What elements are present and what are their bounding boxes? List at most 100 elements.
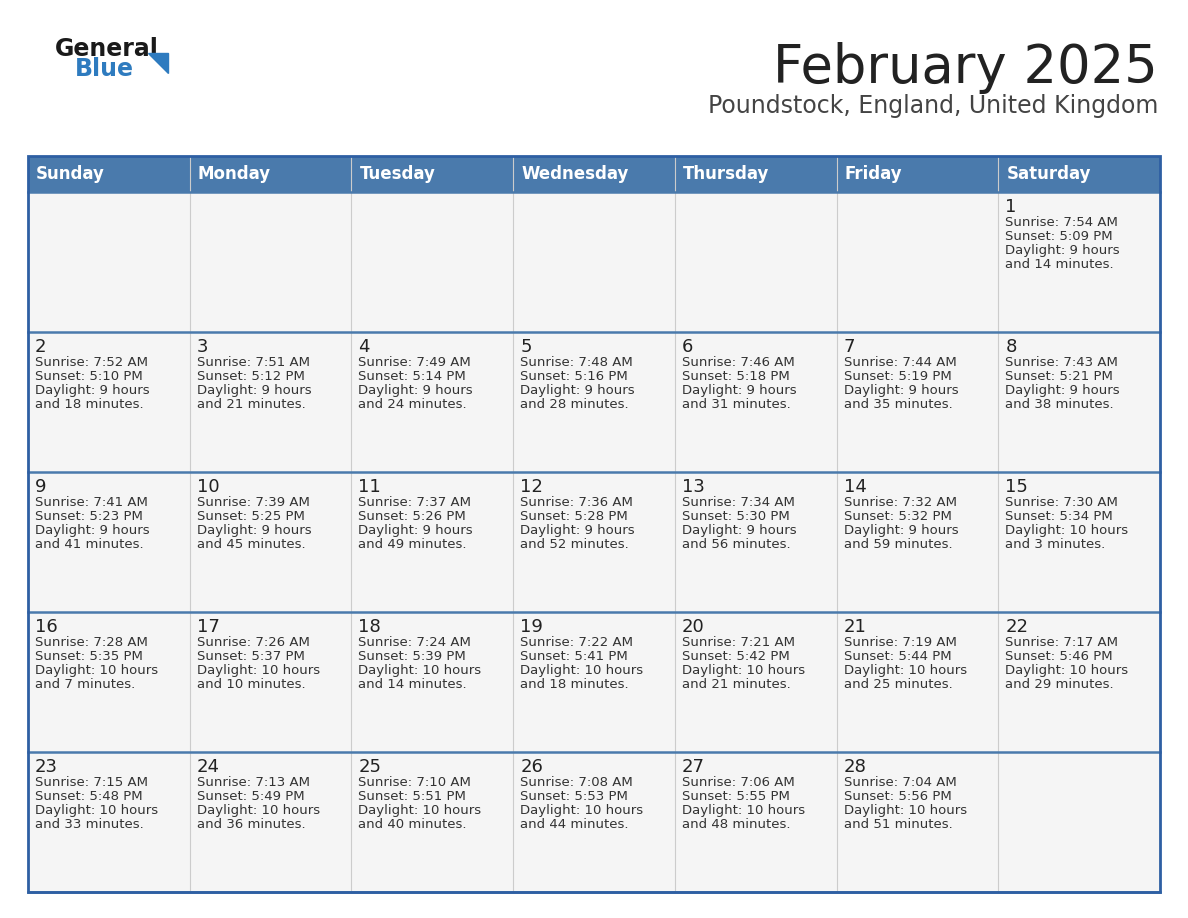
Text: 18: 18 — [359, 618, 381, 636]
Bar — [675, 192, 836, 332]
Text: 24: 24 — [197, 758, 220, 776]
Text: 9: 9 — [34, 478, 46, 496]
Text: and 25 minutes.: and 25 minutes. — [843, 678, 953, 691]
Text: Daylight: 10 hours: Daylight: 10 hours — [1005, 524, 1129, 537]
Text: Sunrise: 7:22 AM: Sunrise: 7:22 AM — [520, 636, 633, 649]
Text: and 59 minutes.: and 59 minutes. — [843, 538, 953, 551]
Text: Sunrise: 7:15 AM: Sunrise: 7:15 AM — [34, 776, 148, 789]
Text: Daylight: 10 hours: Daylight: 10 hours — [843, 804, 967, 817]
Bar — [836, 192, 998, 332]
Text: and 35 minutes.: and 35 minutes. — [843, 398, 953, 411]
Text: 20: 20 — [682, 618, 704, 636]
Text: and 10 minutes.: and 10 minutes. — [197, 678, 305, 691]
Bar — [998, 472, 1159, 612]
Bar — [513, 472, 675, 612]
Text: Sunset: 5:32 PM: Sunset: 5:32 PM — [843, 510, 952, 523]
Text: Sunset: 5:25 PM: Sunset: 5:25 PM — [197, 510, 304, 523]
Text: Daylight: 10 hours: Daylight: 10 hours — [359, 664, 481, 677]
Bar — [29, 156, 1159, 892]
Text: and 33 minutes.: and 33 minutes. — [34, 818, 144, 831]
Text: Sunset: 5:39 PM: Sunset: 5:39 PM — [359, 650, 466, 663]
Text: Sunset: 5:30 PM: Sunset: 5:30 PM — [682, 510, 790, 523]
Bar — [29, 156, 1159, 192]
Text: Sunrise: 7:08 AM: Sunrise: 7:08 AM — [520, 776, 633, 789]
Text: Sunrise: 7:37 AM: Sunrise: 7:37 AM — [359, 496, 472, 509]
Text: 3: 3 — [197, 338, 208, 356]
Text: 25: 25 — [359, 758, 381, 776]
Bar — [836, 472, 998, 612]
Text: Daylight: 10 hours: Daylight: 10 hours — [682, 664, 805, 677]
Text: Sunset: 5:56 PM: Sunset: 5:56 PM — [843, 790, 952, 803]
Text: Sunrise: 7:28 AM: Sunrise: 7:28 AM — [34, 636, 147, 649]
Text: Sunset: 5:49 PM: Sunset: 5:49 PM — [197, 790, 304, 803]
Text: Sunset: 5:18 PM: Sunset: 5:18 PM — [682, 370, 790, 383]
Text: Daylight: 10 hours: Daylight: 10 hours — [34, 804, 158, 817]
Text: 16: 16 — [34, 618, 58, 636]
Bar — [675, 752, 836, 892]
Text: Sunday: Sunday — [36, 165, 105, 183]
Bar — [998, 612, 1159, 752]
Text: Tuesday: Tuesday — [360, 165, 435, 183]
Text: Daylight: 9 hours: Daylight: 9 hours — [520, 524, 634, 537]
Text: Sunrise: 7:13 AM: Sunrise: 7:13 AM — [197, 776, 310, 789]
Text: Daylight: 9 hours: Daylight: 9 hours — [34, 384, 150, 397]
Text: Monday: Monday — [197, 165, 271, 183]
Text: 1: 1 — [1005, 198, 1017, 216]
Text: Sunset: 5:28 PM: Sunset: 5:28 PM — [520, 510, 628, 523]
Text: Daylight: 9 hours: Daylight: 9 hours — [359, 524, 473, 537]
Text: Daylight: 9 hours: Daylight: 9 hours — [359, 384, 473, 397]
Text: Daylight: 10 hours: Daylight: 10 hours — [520, 804, 643, 817]
Text: 7: 7 — [843, 338, 855, 356]
Text: Blue: Blue — [75, 57, 134, 81]
Text: Daylight: 10 hours: Daylight: 10 hours — [197, 804, 320, 817]
Text: and 3 minutes.: and 3 minutes. — [1005, 538, 1106, 551]
Text: 4: 4 — [359, 338, 369, 356]
Bar — [190, 752, 352, 892]
Text: and 7 minutes.: and 7 minutes. — [34, 678, 135, 691]
Text: Sunrise: 7:54 AM: Sunrise: 7:54 AM — [1005, 216, 1118, 229]
Text: and 56 minutes.: and 56 minutes. — [682, 538, 790, 551]
Bar — [836, 752, 998, 892]
Bar — [190, 192, 352, 332]
Polygon shape — [148, 53, 168, 73]
Text: 21: 21 — [843, 618, 866, 636]
Text: and 24 minutes.: and 24 minutes. — [359, 398, 467, 411]
Text: Sunset: 5:34 PM: Sunset: 5:34 PM — [1005, 510, 1113, 523]
Bar — [513, 612, 675, 752]
Text: and 28 minutes.: and 28 minutes. — [520, 398, 628, 411]
Text: Daylight: 10 hours: Daylight: 10 hours — [682, 804, 805, 817]
Bar — [29, 472, 190, 612]
Text: Sunrise: 7:19 AM: Sunrise: 7:19 AM — [843, 636, 956, 649]
Text: Daylight: 9 hours: Daylight: 9 hours — [1005, 384, 1120, 397]
Text: Sunset: 5:12 PM: Sunset: 5:12 PM — [197, 370, 304, 383]
Text: 5: 5 — [520, 338, 532, 356]
Text: Sunrise: 7:04 AM: Sunrise: 7:04 AM — [843, 776, 956, 789]
Text: Saturday: Saturday — [1006, 165, 1091, 183]
Bar — [513, 332, 675, 472]
Text: Sunset: 5:53 PM: Sunset: 5:53 PM — [520, 790, 628, 803]
Text: Sunset: 5:48 PM: Sunset: 5:48 PM — [34, 790, 143, 803]
Bar — [29, 752, 190, 892]
Text: and 18 minutes.: and 18 minutes. — [520, 678, 628, 691]
Text: 8: 8 — [1005, 338, 1017, 356]
Text: 2: 2 — [34, 338, 46, 356]
Text: Sunset: 5:51 PM: Sunset: 5:51 PM — [359, 790, 467, 803]
Bar — [190, 612, 352, 752]
Text: Sunrise: 7:51 AM: Sunrise: 7:51 AM — [197, 356, 310, 369]
Text: Sunrise: 7:43 AM: Sunrise: 7:43 AM — [1005, 356, 1118, 369]
Text: Sunrise: 7:36 AM: Sunrise: 7:36 AM — [520, 496, 633, 509]
Text: Sunset: 5:09 PM: Sunset: 5:09 PM — [1005, 230, 1113, 243]
Text: Daylight: 10 hours: Daylight: 10 hours — [359, 804, 481, 817]
Text: Sunset: 5:16 PM: Sunset: 5:16 PM — [520, 370, 628, 383]
Text: Sunset: 5:44 PM: Sunset: 5:44 PM — [843, 650, 952, 663]
Bar — [513, 752, 675, 892]
Text: Sunset: 5:23 PM: Sunset: 5:23 PM — [34, 510, 143, 523]
Text: Daylight: 10 hours: Daylight: 10 hours — [34, 664, 158, 677]
Text: and 51 minutes.: and 51 minutes. — [843, 818, 953, 831]
Text: 27: 27 — [682, 758, 704, 776]
Text: 11: 11 — [359, 478, 381, 496]
Text: Friday: Friday — [845, 165, 902, 183]
Text: Sunrise: 7:44 AM: Sunrise: 7:44 AM — [843, 356, 956, 369]
Text: and 45 minutes.: and 45 minutes. — [197, 538, 305, 551]
Text: Daylight: 9 hours: Daylight: 9 hours — [1005, 244, 1120, 257]
